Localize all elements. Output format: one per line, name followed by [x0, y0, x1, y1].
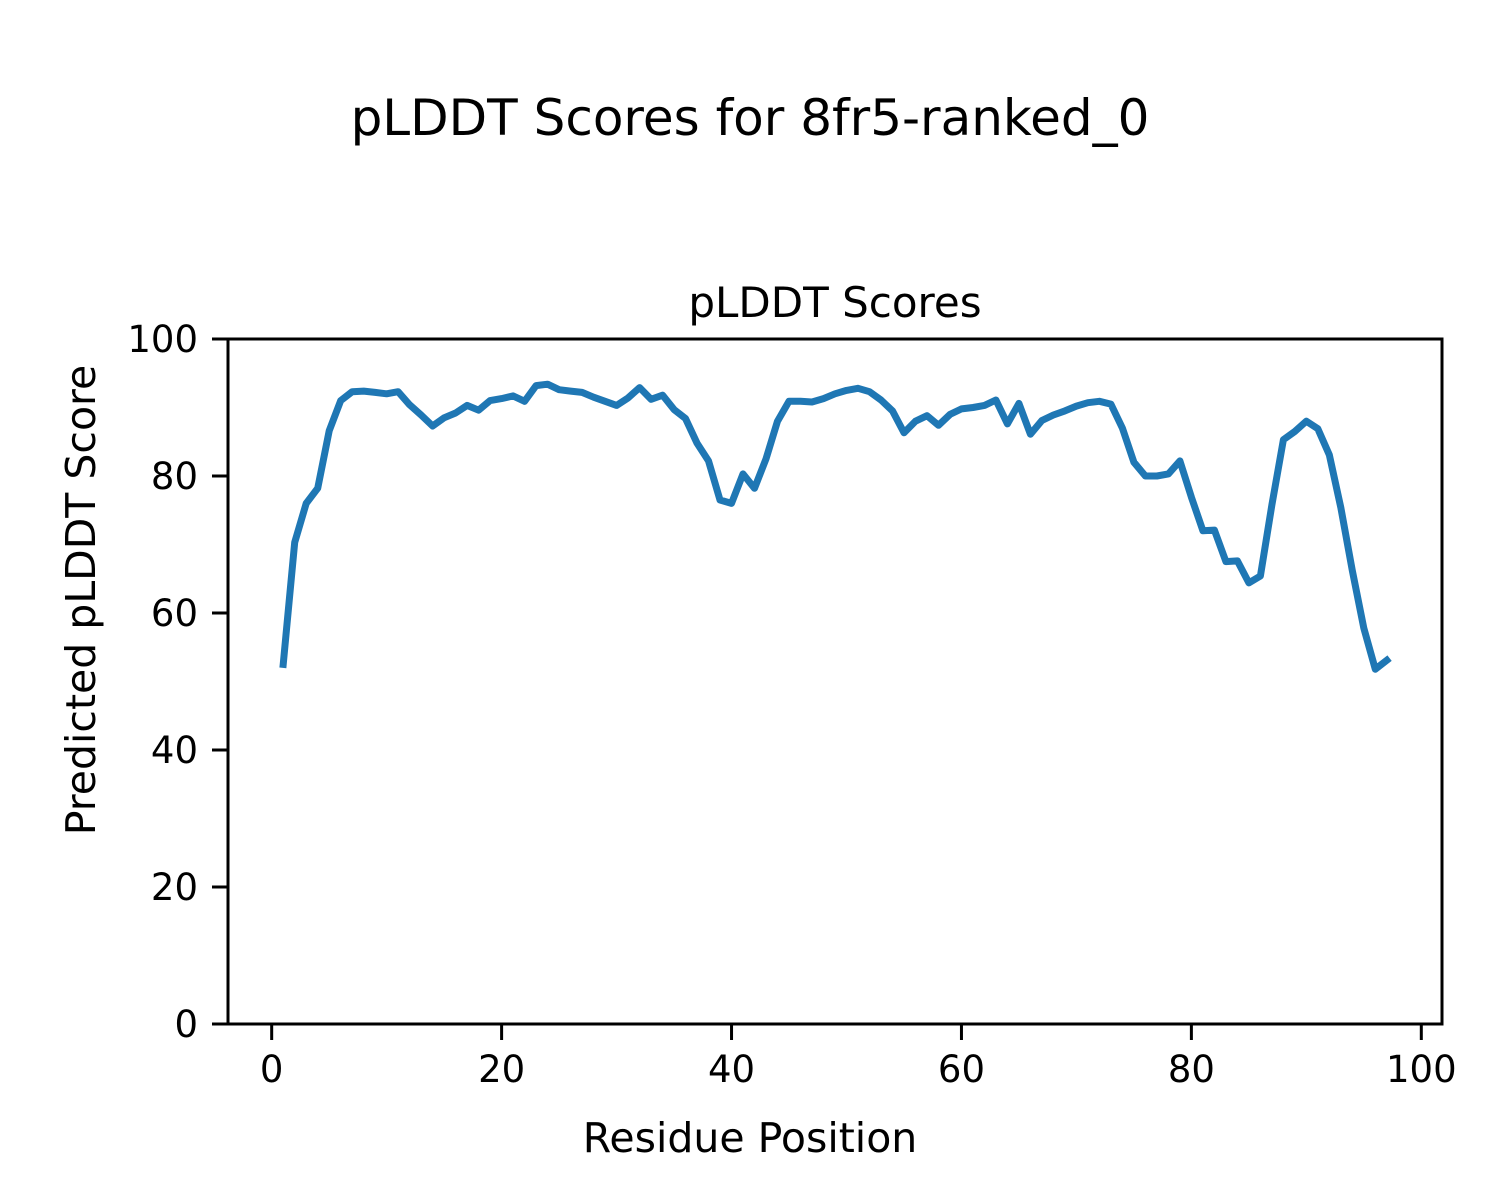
y-tick-label: 0: [174, 1003, 198, 1046]
plddt-line-series: [279, 380, 1392, 673]
x-tick-label: 40: [708, 1048, 755, 1091]
x-tick-label: 0: [260, 1048, 284, 1091]
x-tick-label: 100: [1386, 1048, 1457, 1091]
x-tick-label: 60: [938, 1048, 985, 1091]
plot-spines: [226, 337, 1444, 1026]
axes-title: pLDDT Scores: [688, 278, 981, 327]
x-axis-label: Residue Position: [583, 1114, 918, 1162]
y-tick-label: 40: [151, 729, 198, 772]
x-tick-label: 80: [1168, 1048, 1215, 1091]
y-tick-label: 20: [151, 866, 198, 909]
axes-layer: 0 20 40 60 80 100 0 20 40 60 80 100: [127, 318, 1456, 1091]
y-axis-label: Predicted pLDDT Score: [57, 365, 105, 835]
y-tick-label: 100: [127, 318, 198, 361]
y-tick-label: 80: [151, 455, 198, 498]
figure-title: pLDDT Scores for 8fr5-ranked_0: [351, 89, 1150, 147]
x-tick-label: 20: [478, 1048, 525, 1091]
plddt-score-line: [279, 380, 1392, 673]
y-tick-label: 60: [151, 592, 198, 635]
